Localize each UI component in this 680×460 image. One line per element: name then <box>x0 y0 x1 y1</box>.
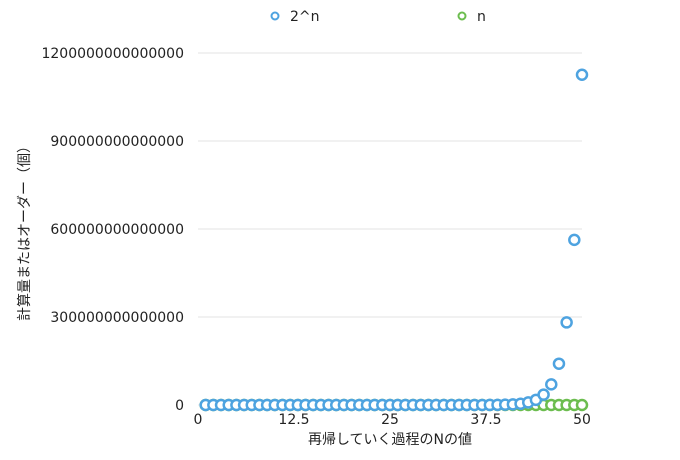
x-tick-label: 0 <box>194 412 203 428</box>
data-point-2n <box>537 388 550 401</box>
data-point-2n <box>560 316 573 329</box>
gridlines <box>198 52 582 406</box>
x-tick-labels: 0 12.5 25 37.5 50 <box>194 412 591 428</box>
legend: 2^n n <box>270 9 486 25</box>
data-point-n <box>575 398 589 412</box>
series-2n-points <box>199 68 589 412</box>
legend-label-2n: 2^n <box>290 9 320 25</box>
y-axis-title: 計算量またはオーダー（個） <box>17 139 33 321</box>
x-tick-label: 37.5 <box>470 412 501 428</box>
y-tick-label: 600000000000000 <box>50 222 184 238</box>
data-point-2n <box>568 233 581 247</box>
y-tick-label: 0 <box>175 398 184 414</box>
x-tick-label: 25 <box>381 412 399 428</box>
y-tick-label: 900000000000000 <box>50 134 184 150</box>
data-point-2n <box>552 357 566 370</box>
legend-marker-n <box>457 11 467 21</box>
y-tick-labels: 0 300000000000000 600000000000000 900000000… <box>41 46 184 414</box>
legend-marker-2n <box>270 11 280 21</box>
x-axis-title: 再帰していく過程のNの値 <box>308 431 472 448</box>
x-tick-label: 12.5 <box>278 412 309 428</box>
data-point-2n <box>575 68 589 81</box>
y-tick-label: 300000000000000 <box>50 310 184 326</box>
y-tick-label: 1200000000000000 <box>41 46 184 62</box>
data-point-2n <box>545 378 558 391</box>
legend-label-n: n <box>477 9 486 25</box>
x-tick-label: 50 <box>573 412 591 428</box>
